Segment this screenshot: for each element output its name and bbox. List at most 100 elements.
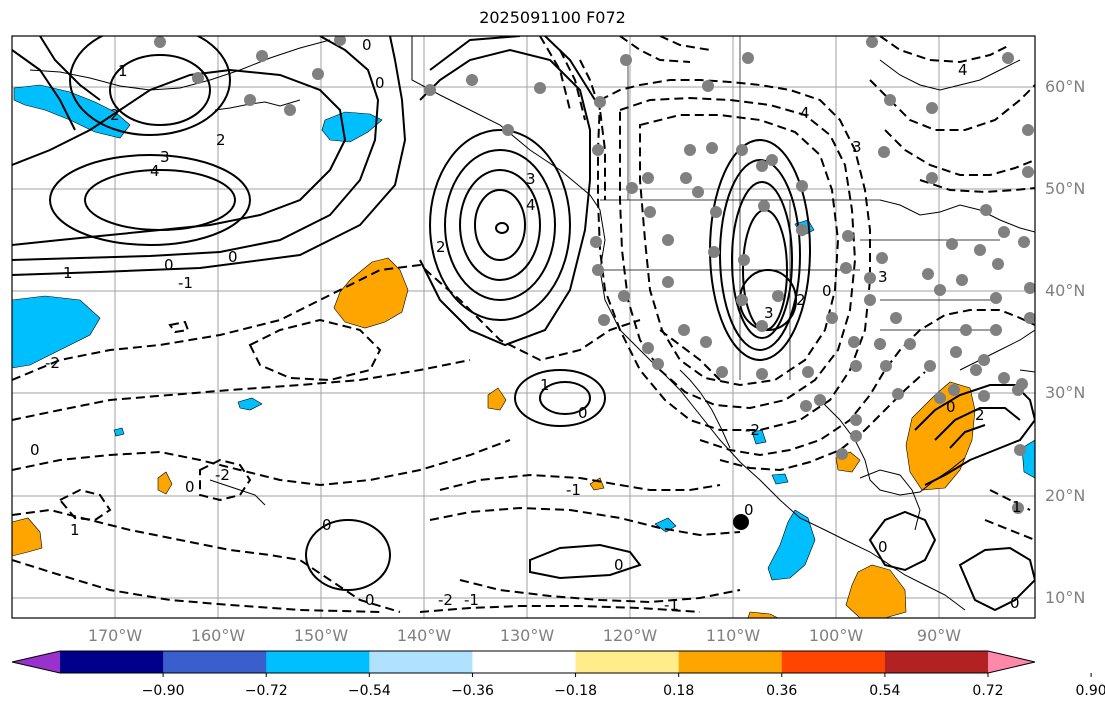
contour-label: 0 — [578, 404, 588, 422]
station-dot — [992, 258, 1004, 270]
station-dot — [1022, 166, 1034, 178]
station-dot — [756, 368, 768, 380]
station-dot — [884, 94, 896, 106]
contour-label: -1 — [664, 596, 679, 614]
station-dot — [618, 290, 630, 302]
station-dot — [626, 182, 638, 194]
station-dot — [946, 238, 958, 250]
contour-label: 2 — [436, 238, 446, 256]
contour-label: -2 — [45, 354, 60, 372]
blue-region-north-pacific — [321, 111, 383, 143]
orange-region-small1 — [487, 387, 507, 411]
longitude-label: 160°W — [190, 626, 246, 645]
contour-label: 3 — [764, 304, 774, 322]
colorbar-segment — [575, 651, 680, 673]
station-dot — [766, 154, 778, 166]
station-dot — [256, 50, 268, 62]
station-dot — [864, 272, 876, 284]
colorbar-segment — [163, 651, 267, 673]
contour-label: 0 — [946, 398, 956, 416]
longitude-label: 120°W — [602, 626, 658, 645]
station-dot — [796, 224, 808, 236]
station-dot — [998, 226, 1010, 238]
colorbar-tick-label: 0.54 — [869, 683, 901, 699]
station-dot — [956, 274, 968, 286]
contour-label: 4 — [800, 104, 810, 122]
station-dot — [850, 414, 862, 426]
station-dot — [978, 354, 990, 366]
contour-label: 0 — [185, 478, 195, 496]
orange-region-small2 — [157, 471, 173, 495]
station-dot — [1002, 52, 1014, 64]
colorbar-extend-low — [12, 651, 60, 673]
station-dot — [960, 324, 972, 336]
station-dot — [970, 364, 982, 376]
station-dot — [772, 290, 784, 302]
station-dot — [736, 294, 748, 306]
station-dot — [502, 124, 514, 136]
station-dot — [800, 400, 812, 412]
station-dot — [192, 72, 204, 84]
station-dot — [1012, 502, 1024, 514]
contour-label: 3 — [526, 170, 536, 188]
contour-label: 1 — [63, 264, 73, 282]
latitude-label: 50°N — [1045, 179, 1086, 198]
colorbar-tick-label: −0.36 — [450, 683, 494, 699]
station-dot — [876, 252, 888, 264]
colorbar-segment — [266, 651, 370, 673]
station-dot — [594, 96, 606, 108]
station-dot — [592, 264, 604, 276]
colorbar-tick-label: 0.36 — [766, 683, 798, 699]
contour-label: 0 — [164, 256, 174, 274]
station-dot — [1022, 124, 1034, 136]
contour-label: 0 — [322, 516, 332, 534]
contour-label: 0 — [362, 36, 372, 54]
station-dot — [590, 236, 602, 248]
station-dot — [680, 172, 692, 184]
contour-label: 1 — [540, 376, 550, 394]
station-dot — [950, 346, 962, 358]
colorbar-extend-high — [988, 651, 1035, 673]
station-dot — [880, 360, 892, 372]
contours-dashed — [12, 36, 1035, 613]
station-dot — [642, 172, 654, 184]
contour-label: 4 — [958, 61, 968, 79]
station-dot — [990, 292, 1002, 304]
colorbar-segment — [369, 651, 473, 673]
station-dot — [980, 204, 992, 216]
station-dot — [878, 146, 890, 158]
map-background — [12, 36, 1035, 618]
station-dot — [866, 36, 878, 48]
station-dot — [706, 142, 718, 154]
station-dot — [678, 324, 690, 336]
colorbar-segment — [781, 651, 886, 673]
longitude-label: 170°W — [87, 626, 143, 645]
station-dot — [796, 180, 808, 192]
station-dot — [620, 54, 632, 66]
longitude-label: 90°W — [916, 626, 962, 645]
contour-label: 1 — [1012, 498, 1022, 516]
station-dot — [842, 230, 854, 242]
blue-region-small3 — [654, 517, 677, 533]
latitude-label: 60°N — [1045, 77, 1086, 96]
station-dot — [702, 80, 714, 92]
station-dot — [1014, 444, 1026, 456]
station-dot — [662, 234, 674, 246]
station-dot — [864, 294, 876, 306]
longitude-label: 140°W — [396, 626, 452, 645]
contour-label: 0 — [228, 248, 238, 266]
station-dot — [708, 246, 720, 258]
station-dot — [466, 74, 478, 86]
latitude-label: 20°N — [1045, 486, 1086, 505]
contour-label: 2 — [216, 131, 226, 149]
station-dot — [700, 336, 712, 348]
station-dot — [1024, 282, 1035, 294]
station-dot — [738, 254, 750, 266]
colorbar-outline — [11, 650, 1036, 674]
station-dot — [644, 206, 656, 218]
latitude-label: 40°N — [1045, 281, 1086, 300]
station-dot — [874, 338, 886, 350]
station-dot — [642, 342, 654, 354]
station-dot — [990, 324, 1002, 336]
